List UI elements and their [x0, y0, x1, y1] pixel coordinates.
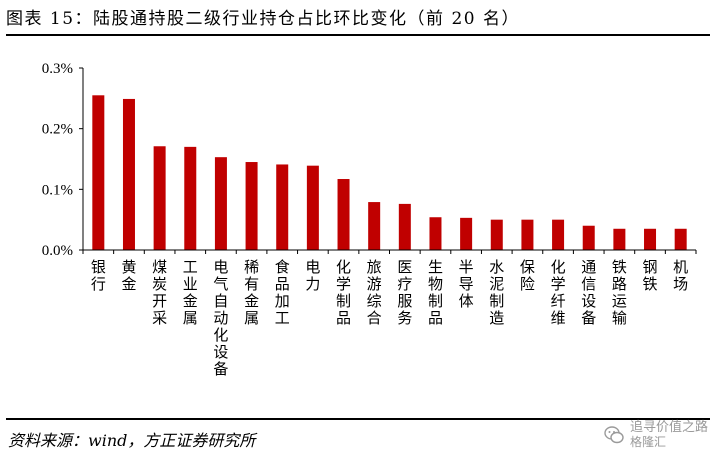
- y-tick-label: 0.0%: [42, 243, 73, 259]
- x-tick-label: 化学制品: [336, 258, 351, 327]
- x-tick-label: 煤炭开采: [152, 258, 167, 327]
- x-tick-label: 旅游综合: [367, 258, 382, 327]
- y-tick-label: 0.2%: [42, 122, 73, 138]
- x-tick-label: 银行: [91, 258, 106, 293]
- bar: [613, 228, 626, 250]
- bar: [490, 219, 503, 250]
- bar: [122, 98, 135, 250]
- bar: [337, 179, 350, 250]
- x-tick-label: 铁路运输: [612, 258, 627, 327]
- source-note: 资料来源：wind，方正证券研究所: [8, 431, 256, 450]
- x-tick-label: 黄金: [121, 258, 136, 293]
- title-divider: [6, 34, 710, 36]
- x-tick-label: 水泥制造: [489, 258, 504, 327]
- x-tick-label: 半导体: [459, 258, 474, 310]
- bar: [92, 95, 105, 250]
- x-tick-label: 电气自动化设备: [213, 258, 228, 378]
- bar: [521, 219, 534, 250]
- x-tick-label: 食品加工: [275, 258, 290, 327]
- bar: [582, 225, 595, 250]
- x-tick-label: 医疗服务: [397, 258, 412, 327]
- bar: [460, 217, 473, 250]
- bar: [429, 217, 442, 250]
- x-tick-label: 通信设备: [581, 258, 596, 327]
- bar: [398, 203, 411, 250]
- bar: [214, 157, 227, 250]
- footer-divider: [6, 418, 710, 420]
- y-tick-label: 0.1%: [42, 182, 73, 198]
- watermark-line1: 追寻价值之路: [629, 420, 708, 435]
- bar: [674, 228, 687, 250]
- bar: [368, 202, 381, 250]
- x-tick-label: 生物制品: [428, 258, 443, 327]
- watermark-line2: 格隆汇: [629, 435, 666, 449]
- bars: [92, 95, 687, 250]
- bar: [245, 162, 258, 250]
- x-tick-label: 化学纤维: [551, 258, 566, 327]
- bar: [552, 219, 565, 250]
- x-tick-label: 稀有金属: [244, 258, 259, 327]
- chart-title: 图表 15：陆股通持股二级行业持仓占比环比变化（前 20 名）: [6, 9, 520, 29]
- y-axis: 0.0% 0.1% 0.2% 0.3%: [42, 61, 84, 259]
- x-tick-label: 工业金属: [183, 258, 198, 327]
- wechat-icon: [604, 426, 624, 444]
- x-tick-label: 机场: [673, 258, 688, 293]
- x-tick-label: 保险: [520, 258, 535, 293]
- x-tick-label: 钢铁: [643, 258, 658, 293]
- y-tick-label: 0.3%: [42, 61, 73, 77]
- watermark: 追寻价值之路 格隆汇: [604, 421, 708, 449]
- bar: [276, 164, 289, 250]
- x-tick-label: 电力: [305, 258, 320, 293]
- bar: [153, 146, 166, 250]
- bar: [306, 165, 319, 250]
- bar: [644, 228, 657, 250]
- bar: [184, 146, 197, 250]
